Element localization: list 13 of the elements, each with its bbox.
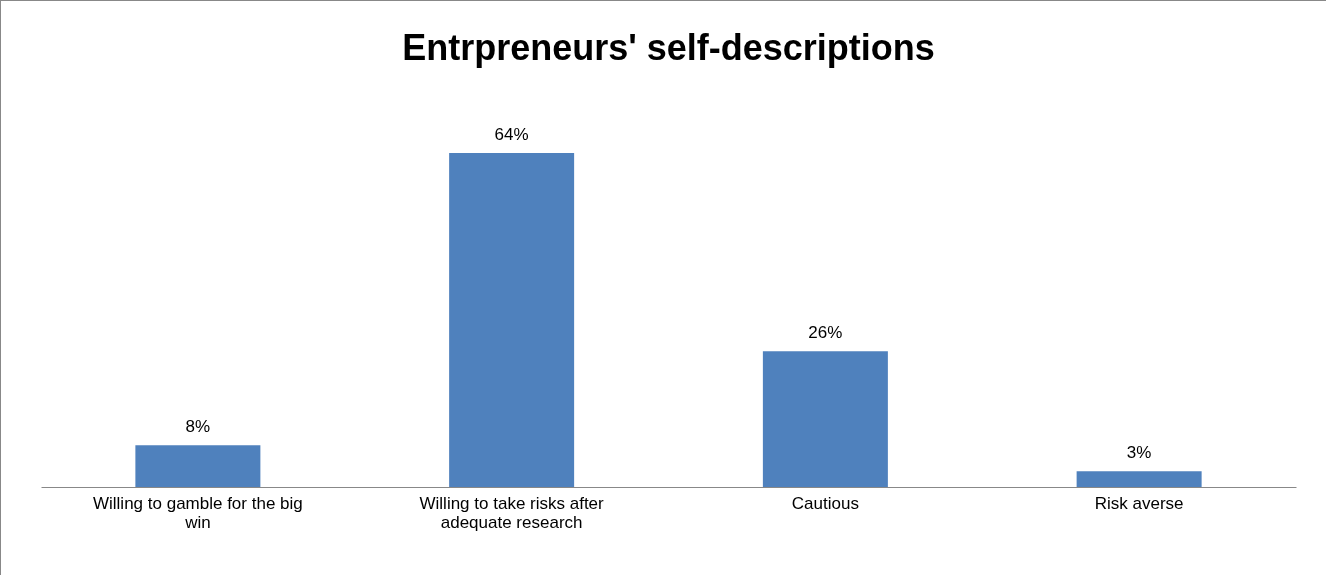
data-label: 3%: [1126, 443, 1152, 463]
data-label: 64%: [494, 125, 529, 144]
data-label: 8%: [185, 417, 211, 437]
x-tick-label: Willing to gamble for the big win: [92, 493, 303, 532]
x-tick-label: Cautious: [791, 493, 859, 513]
x-tick-label: Willing to take risks after adequate research: [419, 493, 605, 532]
bar: [135, 445, 261, 487]
data-label: 26%: [808, 323, 843, 343]
bar: [449, 153, 575, 487]
bar: [1076, 471, 1202, 487]
chart-title: Entrpreneurs' self-descriptions: [402, 27, 935, 68]
bar: [762, 351, 888, 487]
x-tick-label: Risk averse: [1094, 493, 1184, 513]
